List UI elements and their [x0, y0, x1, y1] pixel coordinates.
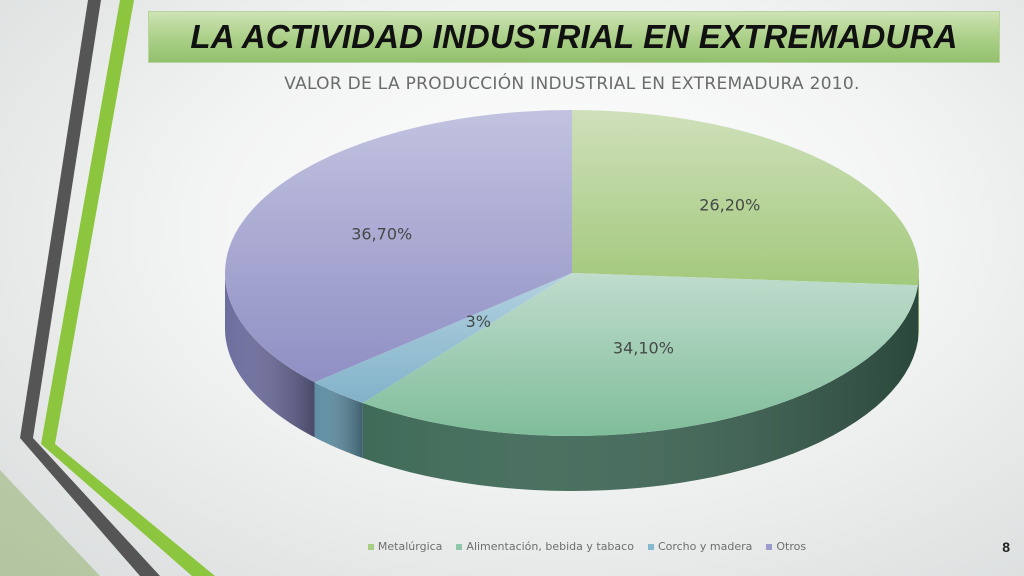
- green-stripe: [41, 0, 134, 444]
- data-label-0: 26,20%: [699, 195, 760, 214]
- data-label-2: 3%: [466, 312, 491, 331]
- legend-item-2: Corcho y madera: [647, 540, 753, 553]
- title-banner: LA ACTIVIDAD INDUSTRIAL EN EXTREMADURA: [148, 11, 1000, 63]
- legend-item-1: Alimentación, bebida y tabaco: [456, 540, 634, 553]
- dark-stripe: [20, 0, 101, 438]
- page-number: 8: [1002, 539, 1010, 555]
- legend-swatch-0: [367, 543, 374, 550]
- legend-label-1: Alimentación, bebida y tabaco: [466, 540, 634, 553]
- pie-side-3: [225, 273, 315, 438]
- legend-swatch-1: [456, 543, 463, 550]
- legend-label-0: Metalúrgica: [377, 540, 443, 553]
- green-stripe-lower: [41, 444, 215, 576]
- chart-legend: Metalúrgica Alimentación, bebida y tabaco…: [0, 540, 1024, 553]
- chart-title: VALOR DE LA PRODUCCIÓN INDUSTRIAL EN EXT…: [284, 74, 860, 94]
- data-label-3: 36,70%: [351, 224, 412, 243]
- legend-label-3: Otros: [776, 540, 807, 553]
- legend-swatch-2: [647, 543, 654, 550]
- slide-title: LA ACTIVIDAD INDUSTRIAL EN EXTREMADURA: [190, 18, 958, 55]
- dark-stripe-lower: [20, 438, 160, 576]
- corner-shade: [0, 470, 100, 576]
- legend-item-0: Metalúrgica: [367, 540, 443, 553]
- data-label-1: 34,10%: [613, 338, 674, 357]
- pie-side-2: [314, 382, 363, 458]
- pie-slice-3: [225, 110, 572, 383]
- pie-slice-1: [362, 273, 918, 436]
- pie-side-0: [918, 273, 919, 341]
- legend-swatch-3: [766, 543, 773, 550]
- pie-side-1: [362, 285, 918, 491]
- pie-slice-0: [572, 110, 919, 286]
- pie-slice-2: [314, 273, 572, 403]
- legend-item-3: Otros: [766, 540, 806, 553]
- legend-label-2: Corcho y madera: [657, 540, 753, 553]
